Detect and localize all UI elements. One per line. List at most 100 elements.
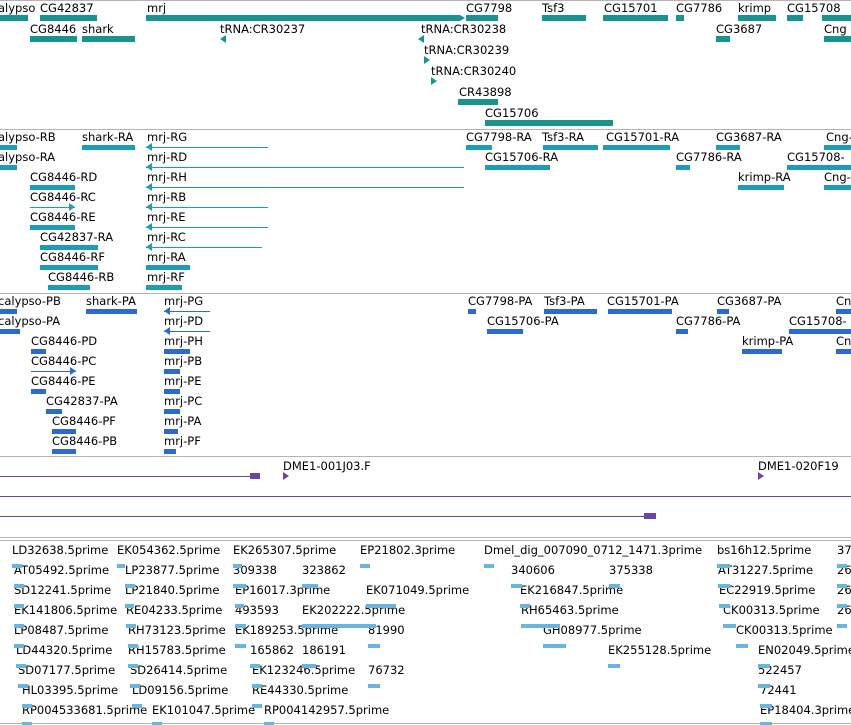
gene-feature-bar[interactable] [542,15,586,21]
est-feature-bar[interactable] [302,584,318,588]
transcript-feature-line[interactable] [146,167,464,168]
transcript-feature-bar[interactable] [676,164,690,170]
est-feature-bar[interactable] [18,684,28,688]
transcript-feature-bar[interactable] [30,224,75,230]
protein-feature-arrow[interactable] [164,327,170,335]
gene-feature-arrow[interactable] [424,56,430,64]
clone-feature-arrow[interactable] [758,472,764,480]
clone-feature-line[interactable] [0,476,258,477]
est-feature-bar[interactable] [264,722,274,725]
est-feature-bar[interactable] [252,704,262,708]
est-feature-bar[interactable] [719,604,730,608]
gene-feature-bar[interactable] [676,15,684,21]
est-feature-bar[interactable] [22,722,32,725]
clone-feature-bar[interactable] [644,513,656,519]
est-feature-bar[interactable] [368,644,380,648]
est-feature-bar[interactable] [484,564,494,568]
protein-feature-bar[interactable] [0,328,20,334]
transcript-feature-line[interactable] [146,247,262,248]
est-feature-bar[interactable] [22,704,32,708]
est-feature-bar[interactable] [117,564,125,568]
gene-feature-bar[interactable] [0,15,28,21]
transcript-feature-bar[interactable] [40,244,98,250]
est-feature-bar[interactable] [511,584,522,588]
est-feature-bar[interactable] [717,564,730,568]
protein-feature-bar[interactable] [52,428,76,434]
gene-feature-bar[interactable] [738,15,776,21]
est-feature-bar[interactable] [837,624,847,628]
est-feature-bar[interactable] [14,604,24,608]
protein-feature-line[interactable] [31,371,76,372]
gene-feature-bar[interactable] [40,15,97,21]
transcript-feature-bar[interactable] [824,184,851,190]
protein-feature-bar[interactable] [676,328,688,334]
est-feature-bar[interactable] [837,604,847,608]
protein-feature-bar[interactable] [487,328,523,334]
gene-feature-bar[interactable] [82,36,135,42]
protein-feature-bar[interactable] [468,308,476,314]
est-feature-bar[interactable] [758,684,770,688]
est-feature-bar[interactable] [125,604,134,608]
gene-feature-bar[interactable] [824,36,851,42]
est-feature-bar[interactable] [758,664,770,668]
protein-feature-bar[interactable] [164,408,180,414]
transcript-feature-bar[interactable] [466,144,492,150]
est-feature-bar[interactable] [609,584,620,588]
est-feature-bar[interactable] [12,564,22,568]
transcript-feature-bar[interactable] [543,144,598,150]
protein-feature-bar[interactable] [717,308,729,314]
est-feature-bar[interactable] [132,704,142,708]
protein-feature-bar[interactable] [0,308,17,314]
transcript-feature-bar[interactable] [146,264,190,270]
protein-feature-bar[interactable] [164,368,180,374]
clone-feature-arrow[interactable] [283,472,289,480]
gene-feature-bar[interactable] [458,99,498,105]
est-feature-bar[interactable] [520,604,530,608]
gene-feature-arrow[interactable] [220,35,226,43]
gene-feature-bar[interactable] [485,120,613,126]
protein-feature-line[interactable] [164,311,210,312]
protein-feature-line[interactable] [164,331,210,332]
gene-feature-bar[interactable] [466,15,498,21]
est-feature-bar[interactable] [128,664,138,668]
transcript-feature-arrow[interactable] [146,243,152,251]
protein-feature-bar[interactable] [836,348,851,354]
transcript-feature-bar[interactable] [0,144,17,150]
transcript-feature-arrow[interactable] [146,203,152,211]
transcript-feature-bar[interactable] [738,184,784,190]
gene-feature-bar[interactable] [716,36,730,42]
transcript-feature-bar[interactable] [0,164,17,170]
est-feature-bar[interactable] [760,722,772,725]
transcript-feature-line[interactable] [146,207,268,208]
protein-feature-bar[interactable] [164,348,190,354]
transcript-feature-line[interactable] [146,147,268,148]
gene-feature-arrow[interactable] [431,77,437,85]
est-feature-bar[interactable] [760,704,772,708]
transcript-feature-bar[interactable] [40,264,98,270]
transcript-feature-arrow[interactable] [69,203,75,211]
est-feature-bar[interactable] [125,584,135,588]
protein-feature-bar[interactable] [86,308,137,314]
gene-feature-bar[interactable] [146,15,460,21]
protein-feature-bar[interactable] [544,308,597,314]
protein-feature-bar[interactable] [46,408,62,414]
est-feature-bar[interactable] [837,564,847,568]
transcript-feature-bar[interactable] [82,144,135,150]
est-feature-bar[interactable] [233,584,246,588]
est-feature-bar[interactable] [368,684,380,688]
transcript-feature-arrow[interactable] [146,223,152,231]
est-feature-bar[interactable] [543,644,566,648]
est-feature-bar[interactable] [302,624,376,628]
transcript-feature-line[interactable] [146,187,464,188]
transcript-feature-bar[interactable] [485,164,550,170]
clone-feature-line[interactable] [0,496,851,497]
est-feature-bar[interactable] [723,624,736,628]
protein-feature-bar[interactable] [31,348,46,354]
transcript-feature-arrow[interactable] [146,143,152,151]
gene-feature-bar[interactable] [787,15,803,21]
est-feature-bar[interactable] [14,624,24,628]
transcript-feature-bar[interactable] [787,164,851,170]
est-feature-bar[interactable] [130,684,140,688]
protein-feature-bar[interactable] [836,308,851,314]
gene-feature-bar[interactable] [30,36,77,42]
